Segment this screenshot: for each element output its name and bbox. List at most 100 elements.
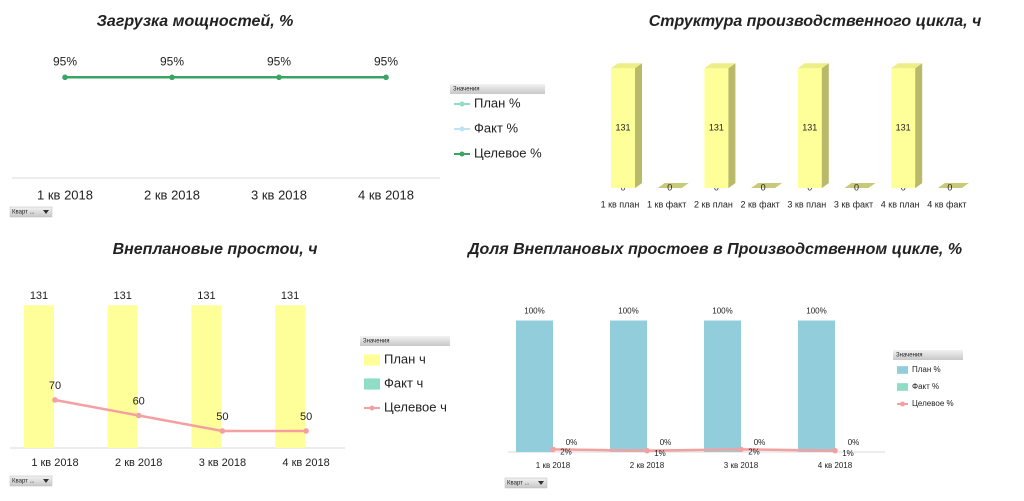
filter-arrow (43, 210, 49, 214)
x-tick-label: 4 кв план (881, 199, 920, 209)
legend-label: Факт % (474, 120, 519, 135)
legend-title: Значения (453, 87, 480, 93)
bar (24, 305, 54, 448)
legend-label: План % (474, 95, 521, 110)
bar-top (891, 63, 923, 69)
legend-label: Целевое % (474, 145, 542, 160)
legend-dot (459, 101, 465, 107)
x-tick-label: 2 кв план (694, 199, 733, 209)
data-label: 2% (560, 447, 572, 456)
line-point (219, 428, 226, 434)
line (54, 398, 307, 433)
bar-front (704, 68, 729, 188)
bar (611, 63, 642, 188)
bar-top (657, 183, 689, 188)
legend-title: Значения (896, 353, 923, 359)
filter-arrow (43, 479, 49, 483)
data-label: 0% (754, 438, 766, 447)
data-label: 0 (761, 182, 766, 192)
data-label: 1% (842, 449, 854, 458)
bar (191, 305, 222, 448)
x-tick-label: 2 кв 2018 (115, 457, 162, 469)
filter-label: Кварт ... (12, 479, 35, 485)
bar-front (797, 68, 822, 188)
line-point (644, 447, 650, 454)
data-label: 50 (300, 411, 312, 423)
filter-button (504, 477, 548, 489)
legend-label: Целевое % (912, 399, 954, 408)
data-label: 131 (281, 290, 299, 302)
line-point (550, 446, 556, 453)
x-tick-label: 4 кв 2018 (358, 187, 414, 202)
bar (937, 183, 969, 188)
legend-swatch (897, 366, 908, 374)
legend-label: План ч (384, 351, 426, 366)
data-label: 0 (947, 182, 952, 192)
bar (797, 63, 829, 188)
filter-label: Кварт ... (507, 481, 530, 487)
data-label: 131 (114, 290, 132, 302)
bar-side (915, 63, 923, 188)
chart-title: Загрузка мощностей, % (97, 13, 294, 30)
data-label: 100% (524, 307, 544, 316)
data-label: 1% (654, 449, 666, 458)
legend-title: Значения (363, 339, 390, 345)
data-label: 131 (30, 290, 48, 302)
legend-dot (900, 401, 905, 407)
data-label: 50 (216, 411, 228, 423)
legend-label: Факт ч (384, 375, 423, 390)
data-label: 2% (748, 447, 760, 456)
x-tick-label: 3 кв план (787, 199, 826, 209)
chart-title: Структура производственного цикла, ч (649, 13, 982, 30)
x-tick-label: 1 кв план (601, 199, 640, 209)
data-label: 0% (660, 438, 672, 447)
data-label: 131 (709, 122, 724, 132)
x-tick-label: 3 кв факт (834, 199, 873, 209)
data-label: 95% (160, 54, 184, 68)
data-label: 95% (53, 54, 77, 68)
x-tick-label: 4 кв 2018 (282, 457, 329, 469)
x-tick-label: 3 кв 2018 (724, 461, 759, 470)
legend-dot (369, 405, 375, 411)
x-tick-label: 2 кв факт (740, 199, 779, 209)
bar-front (891, 68, 916, 188)
line-point (832, 447, 838, 454)
x-tick-label: 3 кв 2018 (199, 457, 246, 469)
x-tick-label: 1 кв 2018 (31, 457, 78, 469)
data-label: 100% (618, 307, 638, 316)
line-point (135, 412, 142, 419)
line-point (303, 428, 309, 434)
data-label: 0 (667, 182, 672, 192)
line-point (383, 74, 389, 81)
legend-swatch (364, 354, 380, 366)
chart-panel: Внеплановые простои, ч 1 кв 2018 2 кв 2018… (9, 241, 450, 487)
bar (516, 320, 553, 452)
legend-label: План % (912, 365, 941, 374)
chart-panel: Структура производственного цикла, ч 1 кв… (601, 13, 982, 209)
filter-button (9, 475, 53, 487)
chart-title: Внеплановые простои, ч (113, 241, 318, 258)
data-label: 0% (566, 438, 578, 447)
bar-top (611, 63, 642, 69)
bar (798, 320, 835, 452)
bar-side (635, 63, 642, 188)
bar (704, 320, 741, 452)
bar (751, 183, 783, 188)
legend-dot (459, 126, 465, 132)
x-tick-label: 4 кв 2018 (818, 461, 853, 470)
data-label: 70 (49, 380, 61, 392)
bar-top (844, 183, 876, 188)
bar (610, 320, 647, 452)
bar (107, 305, 138, 448)
line-point (169, 74, 175, 81)
bar-front (611, 68, 635, 188)
legend-dot (459, 151, 465, 157)
legend-header (893, 350, 963, 360)
chart-title: Доля Внеплановых простоев в Производстве… (466, 241, 962, 258)
bar-top (704, 63, 736, 69)
data-label: 100% (712, 307, 732, 316)
line-point (52, 397, 58, 403)
x-tick-label: 1 кв 2018 (536, 461, 571, 470)
legend-swatch (364, 378, 380, 390)
x-tick-label: 2 кв 2018 (630, 461, 665, 470)
